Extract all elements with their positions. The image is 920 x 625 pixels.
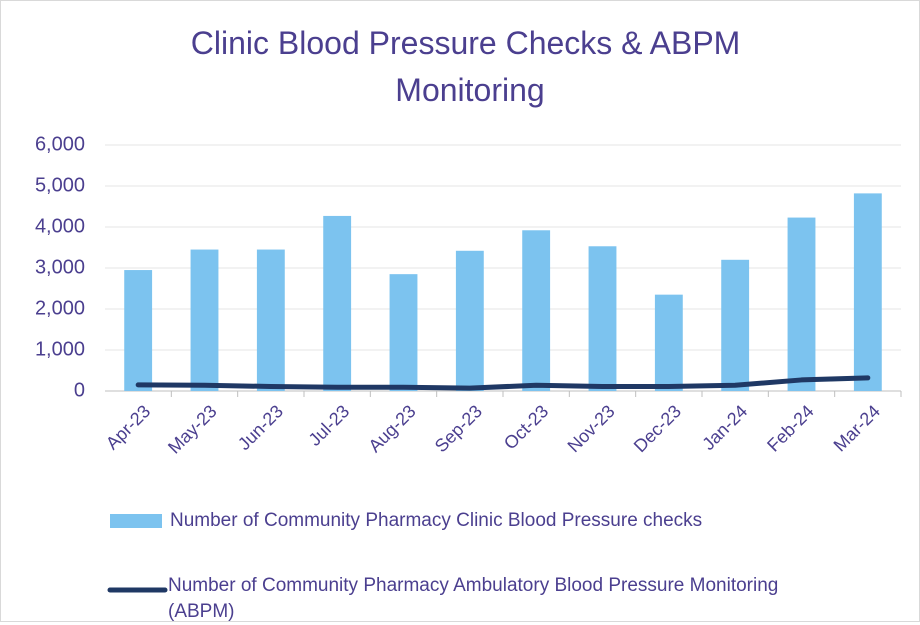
line: [135, 375, 871, 391]
bar: [190, 249, 219, 391]
x-tick-label: Dec-23: [630, 401, 685, 456]
chart-title: Clinic Blood Pressure Checks & ABPM Moni…: [191, 25, 749, 108]
bar: [389, 274, 418, 391]
bar: [124, 270, 153, 391]
x-tick-label: Nov-23: [564, 401, 619, 456]
x-tick-label: Apr-23: [102, 401, 154, 453]
y-tick-label: 1,000: [35, 338, 85, 360]
bar: [654, 294, 683, 391]
bar: [455, 250, 484, 391]
x-tick-label: Sep-23: [431, 401, 486, 456]
x-tick-label: Feb-24: [763, 401, 817, 455]
x-tick-label: Mar-24: [830, 401, 884, 455]
bar: [522, 230, 551, 391]
x-tick-label: Jul-23: [305, 401, 354, 450]
y-tick-label: 2,000: [35, 297, 85, 319]
x-tick-label: May-23: [164, 401, 221, 458]
x-tick-label: Jan-24: [698, 401, 751, 454]
bar: [256, 249, 285, 391]
bar: [588, 246, 617, 391]
legend-label: Number of Community Pharmacy Clinic Bloo…: [170, 510, 703, 531]
bar: [323, 215, 352, 391]
y-tick-label: 3,000: [35, 256, 85, 278]
bar: [721, 259, 750, 391]
x-tick-label: Aug-23: [364, 401, 419, 456]
legend-label: Number of Community Pharmacy Ambulatory …: [168, 575, 779, 622]
y-tick-label: 4,000: [35, 215, 85, 237]
legend-swatch: [110, 514, 162, 528]
x-tick-label: Jun-23: [234, 401, 287, 454]
y-tick-label: 6,000: [35, 133, 85, 155]
bar: [853, 193, 882, 391]
y-tick-label: 5,000: [35, 174, 85, 196]
y-tick-label: 0: [74, 379, 85, 401]
bar: [787, 217, 816, 391]
x-tick-label: Oct-23: [500, 401, 552, 453]
